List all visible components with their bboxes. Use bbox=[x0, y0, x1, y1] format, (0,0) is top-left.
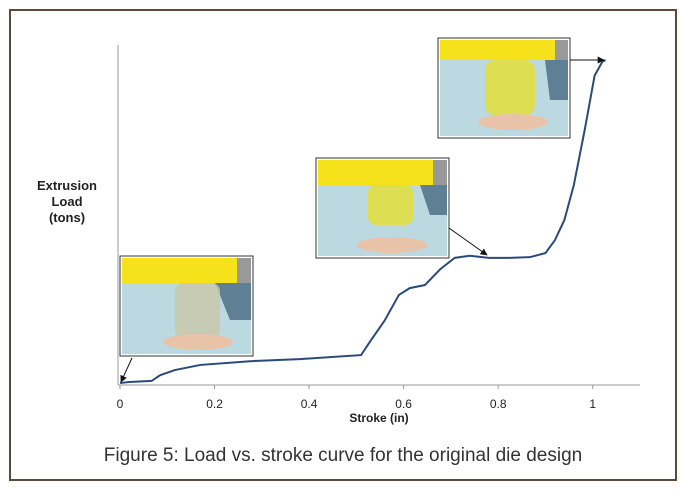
inset-image bbox=[437, 37, 605, 139]
x-tick-label: 0.4 bbox=[301, 397, 318, 411]
caption: Figure 5: Load vs. stroke curve for the … bbox=[104, 445, 582, 466]
x-tick-label: 0.8 bbox=[490, 397, 507, 411]
data-line bbox=[119, 59, 607, 384]
y-axis-label: Extrusion Load (tons) bbox=[37, 178, 97, 225]
inset-image bbox=[119, 255, 254, 383]
x-axis-label: Stroke (in) bbox=[349, 411, 408, 425]
x-tick-label: 0 bbox=[117, 397, 124, 411]
insets bbox=[119, 37, 605, 383]
x-tick-label: 0.6 bbox=[395, 397, 412, 411]
x-tick-label: 0.2 bbox=[206, 397, 223, 411]
inset-image bbox=[315, 157, 488, 259]
x-tick-label: 1 bbox=[589, 397, 596, 411]
